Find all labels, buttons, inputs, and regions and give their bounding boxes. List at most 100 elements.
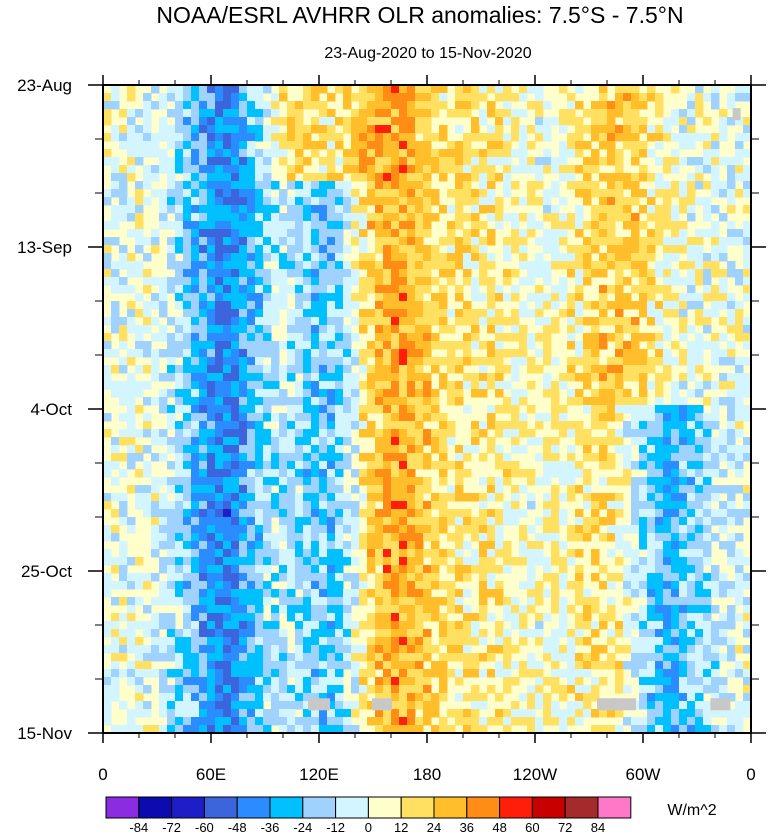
heatmap-cell	[743, 269, 752, 278]
heatmap-cell	[487, 645, 496, 654]
heatmap-cell	[519, 229, 528, 238]
heatmap-cell	[383, 709, 392, 718]
heatmap-cell	[103, 237, 112, 246]
heatmap-cell	[119, 165, 128, 174]
heatmap-cell	[167, 637, 176, 646]
heatmap-cell	[119, 645, 128, 654]
heatmap-cell	[503, 669, 512, 678]
heatmap-cell	[255, 365, 264, 374]
heatmap-cell	[247, 277, 256, 286]
heatmap-cell	[167, 541, 176, 550]
heatmap-cell	[551, 437, 560, 446]
heatmap-cell	[679, 357, 688, 366]
heatmap-cell	[583, 277, 592, 286]
heatmap-cell	[383, 685, 392, 694]
heatmap-cell	[199, 397, 208, 406]
heatmap-cell	[383, 485, 392, 494]
heatmap-cell	[439, 557, 448, 566]
heatmap-cell	[287, 525, 296, 534]
heatmap-cell	[583, 701, 592, 710]
heatmap-cell	[639, 189, 648, 198]
heatmap-cell	[703, 621, 712, 630]
heatmap-cell	[375, 469, 384, 478]
heatmap-cell	[343, 341, 352, 350]
heatmap-cell	[719, 453, 728, 462]
heatmap-cell	[215, 677, 224, 686]
heatmap-cell	[175, 653, 184, 662]
heatmap-cell	[543, 357, 552, 366]
heatmap-cell	[495, 421, 504, 430]
heatmap-cell	[319, 597, 328, 606]
heatmap-cell	[463, 509, 472, 518]
heatmap-cell	[415, 341, 424, 350]
heatmap-cell	[231, 349, 240, 358]
heatmap-cell	[591, 165, 600, 174]
heatmap-cell	[327, 117, 336, 126]
heatmap-cell	[263, 685, 272, 694]
heatmap-cell	[207, 309, 216, 318]
heatmap-cell	[647, 589, 656, 598]
heatmap-cell	[439, 581, 448, 590]
heatmap-cell	[215, 565, 224, 574]
heatmap-cell	[351, 629, 360, 638]
heatmap-cell	[679, 445, 688, 454]
heatmap-cell	[183, 93, 192, 102]
heatmap-cell	[423, 613, 432, 622]
heatmap-cell	[119, 429, 128, 438]
heatmap-cell	[663, 669, 672, 678]
heatmap-cell	[695, 693, 704, 702]
heatmap-cell	[111, 285, 120, 294]
heatmap-cell	[215, 629, 224, 638]
heatmap-cell	[631, 325, 640, 334]
heatmap-cell	[263, 149, 272, 158]
heatmap-cell	[151, 301, 160, 310]
heatmap-cell	[159, 685, 168, 694]
heatmap-cell	[191, 597, 200, 606]
heatmap-cell	[407, 533, 416, 542]
heatmap-cell	[383, 557, 392, 566]
heatmap-cell	[567, 709, 576, 718]
heatmap-cell	[351, 405, 360, 414]
heatmap-cell	[679, 605, 688, 614]
heatmap-cell	[159, 157, 168, 166]
heatmap-cell	[695, 365, 704, 374]
heatmap-cell	[639, 581, 648, 590]
heatmap-cell	[335, 197, 344, 206]
heatmap-cell	[223, 125, 232, 134]
heatmap-cell	[711, 453, 720, 462]
heatmap-cell	[223, 621, 232, 630]
heatmap-cell	[399, 349, 408, 358]
heatmap-cell	[399, 541, 408, 550]
heatmap-cell	[367, 141, 376, 150]
heatmap-cell	[319, 133, 328, 142]
heatmap-cell	[487, 277, 496, 286]
heatmap-cell	[255, 277, 264, 286]
heatmap-cell	[103, 277, 112, 286]
heatmap-cell	[519, 525, 528, 534]
heatmap-cell	[295, 413, 304, 422]
heatmap-cell	[359, 277, 368, 286]
heatmap-cell	[487, 581, 496, 590]
heatmap-cell	[175, 85, 184, 94]
heatmap-cell	[583, 533, 592, 542]
heatmap-cell	[479, 269, 488, 278]
heatmap-cell	[367, 397, 376, 406]
heatmap-cell	[215, 709, 224, 718]
heatmap-cell	[663, 613, 672, 622]
heatmap-cell	[423, 677, 432, 686]
heatmap-cell	[455, 453, 464, 462]
heatmap-cell	[631, 357, 640, 366]
heatmap-cell	[647, 565, 656, 574]
heatmap-cell	[327, 173, 336, 182]
heatmap-cell	[223, 237, 232, 246]
heatmap-cell	[503, 645, 512, 654]
heatmap-cell	[639, 269, 648, 278]
heatmap-cell	[247, 301, 256, 310]
heatmap-cell	[551, 445, 560, 454]
heatmap-cell	[447, 397, 456, 406]
heatmap-cell	[463, 637, 472, 646]
heatmap-cell	[431, 309, 440, 318]
heatmap-cell	[695, 445, 704, 454]
heatmap-cell	[239, 125, 248, 134]
heatmap-cell	[111, 389, 120, 398]
